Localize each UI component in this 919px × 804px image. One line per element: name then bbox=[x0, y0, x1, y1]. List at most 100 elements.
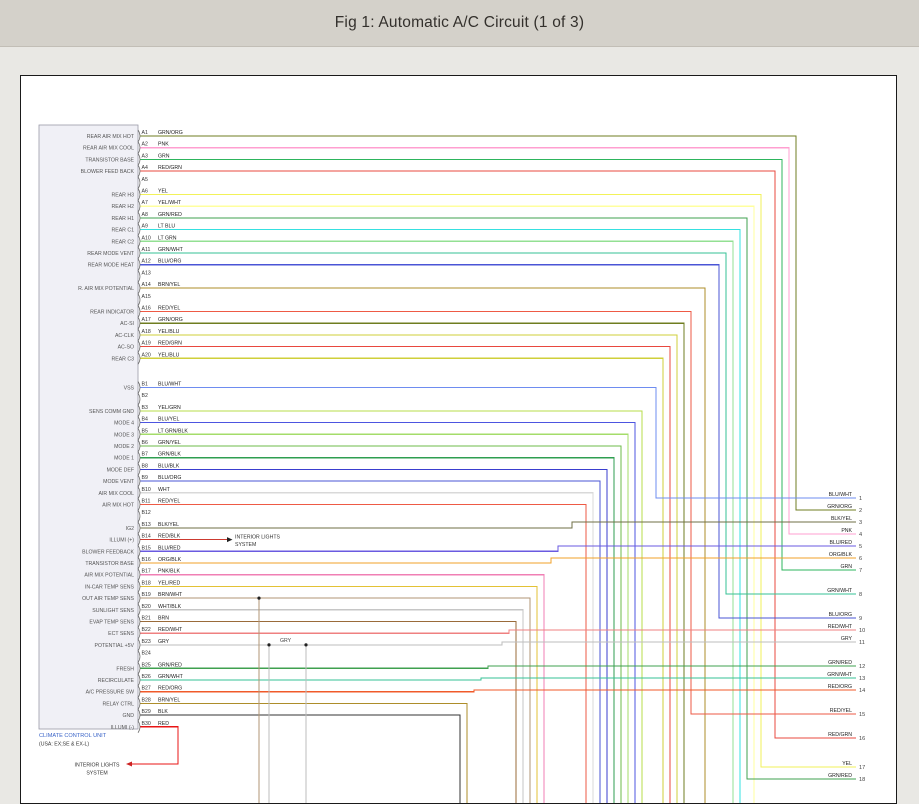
pin-label-B25: FRESH bbox=[116, 666, 134, 672]
wire-name-B29: BLK bbox=[158, 709, 168, 715]
pin-number-A13: A13 bbox=[142, 270, 151, 276]
wire-B15 bbox=[140, 545, 856, 552]
wire-name-B10: WHT bbox=[158, 487, 171, 493]
wire-name-A19: RED/GRN bbox=[158, 341, 182, 347]
wiring-diagram: A1 REAR AIR MIX HOT GRN/ORG A2 REAR AIR MIX … bbox=[38, 124, 865, 803]
pin-bracket-A19 bbox=[137, 340, 141, 353]
pin-bracket-A7 bbox=[137, 200, 141, 213]
pin-label-B9: MODE VENT bbox=[103, 479, 135, 485]
pin-bracket-A6 bbox=[137, 188, 141, 201]
pin-label-A9: REAR C1 bbox=[112, 228, 135, 234]
pin-number-A6: A6 bbox=[142, 189, 148, 195]
pin-number-B17: B17 bbox=[142, 569, 151, 575]
wire-name-B11: RED/YEL bbox=[158, 499, 180, 505]
pin-bracket-B12 bbox=[137, 510, 141, 523]
right-pin-number-9: 9 bbox=[859, 616, 862, 622]
pin-label-A6: REAR H3 bbox=[112, 193, 135, 199]
wire-B19 bbox=[140, 597, 531, 803]
wire-B27 bbox=[140, 689, 856, 693]
wire-B18 bbox=[140, 585, 538, 803]
pin-number-B13: B13 bbox=[142, 522, 151, 528]
wire-B9 bbox=[140, 480, 601, 803]
pin-label-B3: SENS COMM GND bbox=[89, 409, 134, 415]
pin-number-B1: B1 bbox=[142, 382, 148, 388]
right-pin-number-4: 4 bbox=[859, 532, 862, 538]
pin-bracket-B4 bbox=[137, 416, 141, 429]
wire-A3 bbox=[140, 158, 856, 571]
wire-name-B20: WHT/BLK bbox=[158, 604, 182, 610]
pin-label-A11: REAR MODE VENT bbox=[87, 251, 135, 257]
pin-bracket-B13 bbox=[137, 521, 141, 535]
pin-bracket-B18 bbox=[137, 580, 141, 593]
wire-B30 bbox=[132, 726, 179, 765]
wire-name-B23: GRY bbox=[158, 639, 170, 645]
right-wire-name-4: PNK bbox=[841, 528, 852, 534]
wire-name-A9: LT BLU bbox=[158, 224, 175, 230]
pin-number-B19: B19 bbox=[142, 592, 151, 598]
wire-name-A6: YEL bbox=[158, 189, 168, 195]
pin-number-A19: A19 bbox=[142, 341, 151, 347]
pin-label-B23: POTENTIAL +5V bbox=[95, 643, 135, 649]
wire-B11 bbox=[140, 503, 587, 803]
wire-B23 bbox=[140, 641, 856, 646]
wire-name-B26: GRN/WHT bbox=[158, 674, 184, 680]
pin-number-B29: B29 bbox=[142, 709, 151, 715]
right-wire-name-11: GRY bbox=[841, 636, 853, 642]
wire-A20 bbox=[140, 357, 664, 803]
pin-number-A20: A20 bbox=[142, 352, 151, 358]
pin-label-A19: AC-SO bbox=[118, 345, 134, 351]
pin-label-B8: MODE DEF bbox=[107, 467, 134, 473]
pin-bracket-B1 bbox=[137, 381, 141, 394]
wire-name-A18: YEL/BLU bbox=[158, 329, 180, 335]
pin-label-B7: MODE 1 bbox=[114, 456, 134, 462]
pin-label-A8: REAR H1 bbox=[112, 216, 135, 222]
pin-label-A18: AC-CLK bbox=[115, 333, 135, 339]
pin-bracket-B25 bbox=[137, 662, 141, 675]
interior-lights-mid-line1: INTERIOR LIGHTS bbox=[235, 535, 281, 541]
pin-bracket-B9 bbox=[137, 474, 141, 488]
wire-name-B25: GRN/RED bbox=[158, 662, 182, 668]
wire-name-B18: YEL/RED bbox=[158, 580, 180, 586]
wire-name-A12: BLU/ORG bbox=[158, 259, 181, 265]
pin-label-B10: AIR MIX COOL bbox=[99, 491, 135, 497]
pin-number-B2: B2 bbox=[142, 393, 148, 399]
wire-B20 bbox=[140, 609, 524, 803]
wire-A1 bbox=[140, 135, 856, 511]
pin-number-A15: A15 bbox=[142, 294, 151, 300]
wire-name-B14: RED/BLK bbox=[158, 534, 181, 540]
pin-number-B27: B27 bbox=[142, 686, 151, 692]
pin-number-B25: B25 bbox=[142, 662, 151, 668]
right-pin-number-6: 6 bbox=[859, 556, 862, 562]
pin-bracket-A20 bbox=[137, 352, 141, 365]
pin-bracket-B23 bbox=[137, 638, 141, 652]
pin-number-B23: B23 bbox=[142, 639, 151, 645]
pin-label-B4: MODE 4 bbox=[114, 421, 134, 427]
wire-A14 bbox=[140, 287, 706, 803]
right-pin-number-12: 12 bbox=[859, 664, 865, 670]
pin-bracket-B19 bbox=[137, 591, 141, 605]
pin-label-A3: TRANSISTOR BASE bbox=[85, 157, 134, 163]
pin-label-A4: BLOWER FEED BACK bbox=[81, 169, 135, 175]
pin-bracket-B27 bbox=[137, 685, 141, 698]
pin-number-B28: B28 bbox=[142, 697, 151, 703]
pin-number-B8: B8 bbox=[142, 463, 148, 469]
figure-title: Fig 1: Automatic A/C Circuit (1 of 3) bbox=[334, 14, 585, 31]
right-wire-name-9: BLU/ORG bbox=[829, 612, 852, 618]
wire-B3 bbox=[140, 410, 643, 803]
pin-number-B11: B11 bbox=[142, 499, 151, 505]
pin-label-B26: RECIRCULATE bbox=[98, 678, 135, 684]
wire-A10 bbox=[140, 240, 734, 803]
right-wire-name-18: GRN/RED bbox=[828, 773, 852, 779]
wire-B25 bbox=[140, 665, 856, 669]
climate-control-unit-box bbox=[38, 124, 139, 730]
pin-bracket-A1 bbox=[137, 129, 141, 143]
interior-lights-bottom-line1: INTERIOR LIGHTS bbox=[75, 763, 121, 769]
pin-bracket-A11 bbox=[137, 246, 141, 260]
right-pin-number-2: 2 bbox=[859, 508, 862, 514]
pin-bracket-A2 bbox=[137, 141, 141, 154]
pin-label-A20: REAR C3 bbox=[112, 356, 135, 362]
wire-name-A10: LT GRN bbox=[158, 235, 177, 241]
junction-dot-B23-1 bbox=[304, 643, 308, 647]
right-pin-number-13: 13 bbox=[859, 676, 865, 682]
pin-label-A2: REAR AIR MIX COOL bbox=[83, 146, 134, 152]
